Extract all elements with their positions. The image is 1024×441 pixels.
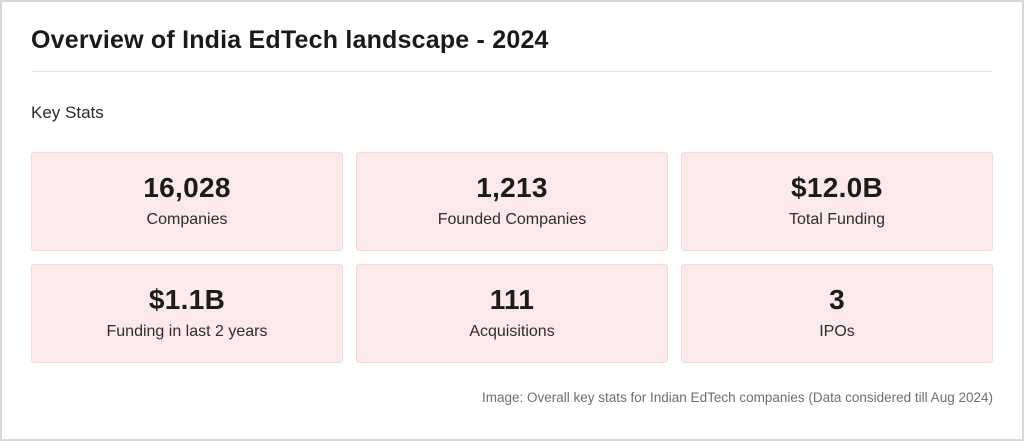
stat-label: Founded Companies [437, 210, 587, 228]
stat-label: Acquisitions [469, 322, 555, 340]
stat-value: 1,213 [476, 171, 548, 203]
stat-label: Funding in last 2 years [106, 322, 268, 340]
page-title: Overview of India EdTech landscape - 202… [31, 26, 549, 54]
stat-card-companies: 16,028 Companies [31, 152, 343, 251]
stat-card-recent-funding: $1.1B Funding in last 2 years [31, 264, 343, 363]
key-stats-grid: 16,028 Companies 1,213 Founded Companies… [31, 152, 993, 363]
stat-card-founded-companies: 1,213 Founded Companies [356, 152, 668, 251]
stat-label: Total Funding [788, 210, 886, 228]
stat-card-acquisitions: 111 Acquisitions [356, 264, 668, 363]
stat-value: 16,028 [143, 171, 231, 203]
stat-value: $12.0B [790, 171, 884, 203]
stat-label: Companies [146, 210, 228, 228]
image-caption: Image: Overall key stats for Indian EdTe… [481, 390, 993, 405]
stat-value: 111 [489, 283, 535, 315]
stat-card-ipos: 3 IPOs [681, 264, 993, 363]
section-label-key-stats: Key Stats [31, 103, 104, 122]
stat-value: 3 [829, 283, 845, 315]
stat-label: IPOs [819, 322, 855, 340]
title-divider [31, 71, 993, 72]
stat-value: $1.1B [148, 283, 226, 315]
stat-card-total-funding: $12.0B Total Funding [681, 152, 993, 251]
